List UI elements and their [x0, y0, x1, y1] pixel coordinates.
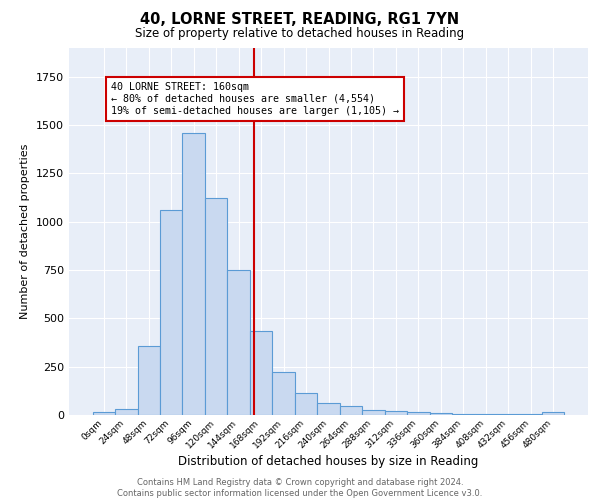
Bar — [205, 198, 227, 415]
Text: Size of property relative to detached houses in Reading: Size of property relative to detached ho… — [136, 28, 464, 40]
Bar — [475, 414, 497, 415]
Bar — [227, 270, 250, 415]
Bar — [92, 412, 115, 415]
Bar — [160, 210, 182, 415]
Bar — [452, 414, 475, 415]
Bar — [340, 406, 362, 415]
Bar — [520, 414, 542, 415]
Text: Contains HM Land Registry data © Crown copyright and database right 2024.
Contai: Contains HM Land Registry data © Crown c… — [118, 478, 482, 498]
Text: 40 LORNE STREET: 160sqm
← 80% of detached houses are smaller (4,554)
19% of semi: 40 LORNE STREET: 160sqm ← 80% of detache… — [110, 82, 398, 116]
Bar — [250, 331, 272, 415]
Bar — [385, 411, 407, 415]
Bar — [317, 404, 340, 415]
Bar — [137, 346, 160, 415]
Bar — [407, 412, 430, 415]
Bar — [182, 132, 205, 415]
Bar — [542, 412, 565, 415]
Bar — [115, 409, 137, 415]
X-axis label: Distribution of detached houses by size in Reading: Distribution of detached houses by size … — [178, 456, 479, 468]
Bar — [362, 410, 385, 415]
Bar — [430, 414, 452, 415]
Bar — [272, 372, 295, 415]
Text: 40, LORNE STREET, READING, RG1 7YN: 40, LORNE STREET, READING, RG1 7YN — [140, 12, 460, 28]
Bar — [497, 414, 520, 415]
Y-axis label: Number of detached properties: Number of detached properties — [20, 144, 31, 319]
Bar — [295, 393, 317, 415]
